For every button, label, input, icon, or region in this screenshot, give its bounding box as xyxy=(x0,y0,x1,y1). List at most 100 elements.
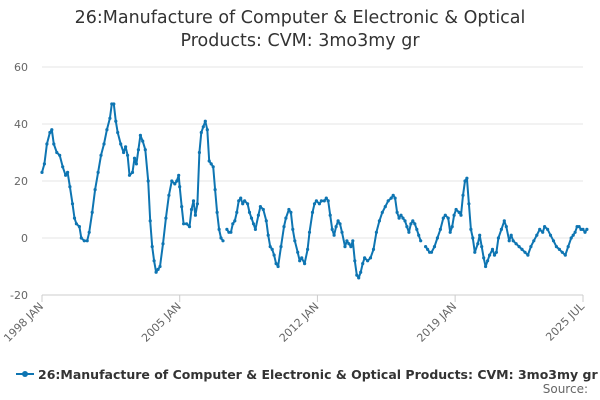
data-point[interactable] xyxy=(55,150,59,155)
data-point[interactable] xyxy=(324,196,328,200)
data-point[interactable] xyxy=(187,225,192,229)
data-point[interactable] xyxy=(478,233,482,237)
data-point[interactable] xyxy=(363,256,367,260)
data-point[interactable] xyxy=(424,245,428,249)
data-point[interactable] xyxy=(177,173,181,177)
data-point[interactable] xyxy=(523,250,527,254)
data-point[interactable] xyxy=(332,233,336,237)
data-point[interactable] xyxy=(548,233,553,237)
data-point[interactable] xyxy=(213,188,217,192)
data-point[interactable] xyxy=(560,250,564,254)
data-point[interactable] xyxy=(351,239,355,243)
data-point[interactable] xyxy=(90,210,94,214)
data-point[interactable] xyxy=(492,253,497,257)
data-point[interactable] xyxy=(488,253,492,257)
data-point[interactable] xyxy=(164,216,168,220)
data-point[interactable] xyxy=(480,245,484,249)
data-point[interactable] xyxy=(124,145,128,149)
data-point[interactable] xyxy=(314,199,318,203)
data-point[interactable] xyxy=(82,239,86,243)
data-point[interactable] xyxy=(45,142,49,146)
data-point[interactable] xyxy=(61,165,65,169)
data-point[interactable] xyxy=(152,259,156,263)
data-point[interactable] xyxy=(397,216,401,220)
data-point[interactable] xyxy=(247,210,252,214)
data-point[interactable] xyxy=(557,247,562,251)
data-point[interactable] xyxy=(413,222,417,226)
data-point[interactable] xyxy=(469,227,473,231)
data-point[interactable] xyxy=(459,213,463,217)
data-point[interactable] xyxy=(246,202,250,206)
data-point[interactable] xyxy=(116,130,120,135)
data-point[interactable] xyxy=(411,219,415,223)
data-point[interactable] xyxy=(347,242,351,246)
data-point[interactable] xyxy=(241,202,245,206)
data-point[interactable] xyxy=(461,193,465,197)
data-point[interactable] xyxy=(541,230,545,234)
data-point[interactable] xyxy=(203,119,207,123)
data-point[interactable] xyxy=(205,128,209,132)
data-point[interactable] xyxy=(571,233,575,237)
data-point[interactable] xyxy=(577,225,581,229)
data-point[interactable] xyxy=(79,236,83,240)
data-point[interactable] xyxy=(452,213,456,217)
data-point[interactable] xyxy=(96,170,100,174)
data-point[interactable] xyxy=(173,182,177,186)
data-point[interactable] xyxy=(229,230,233,234)
data-point[interactable] xyxy=(167,193,171,197)
data-point[interactable] xyxy=(322,199,326,203)
data-point[interactable] xyxy=(438,227,442,231)
data-point[interactable] xyxy=(64,173,68,177)
data-point[interactable] xyxy=(496,236,500,240)
data-point[interactable] xyxy=(393,196,397,200)
data-point[interactable] xyxy=(282,225,286,229)
data-point[interactable] xyxy=(70,202,75,206)
data-point[interactable] xyxy=(546,227,550,231)
data-point[interactable] xyxy=(357,276,361,280)
data-point[interactable] xyxy=(514,242,518,246)
data-point[interactable] xyxy=(114,119,118,123)
data-point[interactable] xyxy=(284,216,288,220)
data-point[interactable] xyxy=(231,222,235,226)
data-point[interactable] xyxy=(340,230,344,234)
data-point[interactable] xyxy=(426,247,430,251)
data-point[interactable] xyxy=(136,148,140,152)
data-point[interactable] xyxy=(132,156,137,160)
data-point[interactable] xyxy=(209,162,213,166)
data-point[interactable] xyxy=(330,227,334,231)
data-point[interactable] xyxy=(463,179,467,183)
data-point[interactable] xyxy=(535,233,539,237)
data-point[interactable] xyxy=(178,185,182,189)
data-point[interactable] xyxy=(293,239,297,243)
data-point[interactable] xyxy=(58,153,62,157)
data-point[interactable] xyxy=(68,185,72,189)
data-point[interactable] xyxy=(383,205,387,209)
data-point[interactable] xyxy=(454,207,458,212)
data-point[interactable] xyxy=(251,222,256,226)
data-point[interactable] xyxy=(233,219,237,223)
legend-label[interactable]: 26:Manufacture of Computer & Electronic … xyxy=(38,367,598,382)
data-point[interactable] xyxy=(507,239,511,243)
data-point[interactable] xyxy=(499,227,503,231)
data-point[interactable] xyxy=(126,153,130,157)
data-point[interactable] xyxy=(237,199,241,203)
data-point[interactable] xyxy=(77,225,81,229)
data-point[interactable] xyxy=(261,207,265,212)
data-point[interactable] xyxy=(182,222,186,226)
data-point[interactable] xyxy=(127,173,132,177)
data-point[interactable] xyxy=(72,216,77,220)
data-point[interactable] xyxy=(243,199,247,203)
data-point[interactable] xyxy=(366,259,370,263)
data-point[interactable] xyxy=(401,216,405,220)
data-point[interactable] xyxy=(197,150,201,155)
data-point[interactable] xyxy=(343,245,347,249)
data-point[interactable] xyxy=(170,179,174,183)
data-point[interactable] xyxy=(122,150,126,155)
data-point[interactable] xyxy=(486,259,490,263)
data-point[interactable] xyxy=(298,259,302,263)
data-point[interactable] xyxy=(368,256,373,260)
data-point[interactable] xyxy=(563,253,567,257)
data-point[interactable] xyxy=(353,259,357,263)
data-point[interactable] xyxy=(307,230,312,234)
data-point[interactable] xyxy=(289,210,293,214)
